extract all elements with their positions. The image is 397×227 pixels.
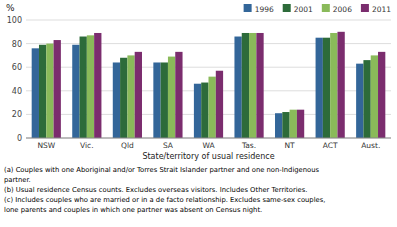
bar <box>216 71 223 138</box>
legend-item: 1996 <box>244 4 274 14</box>
y-tick-label: 100 <box>7 16 22 25</box>
x-axis-line <box>26 138 391 139</box>
x-tick-label: NT <box>285 141 296 150</box>
bar <box>54 40 61 138</box>
bar <box>363 60 370 138</box>
bar <box>161 62 168 138</box>
bar <box>32 48 39 138</box>
bar <box>337 32 344 138</box>
legend-item: 2011 <box>361 4 391 14</box>
bar <box>194 84 201 138</box>
bar <box>316 38 323 138</box>
bar <box>135 52 142 138</box>
bar <box>80 37 87 138</box>
legend-swatch <box>361 4 369 12</box>
bar <box>371 55 378 138</box>
bar <box>113 62 120 138</box>
bar <box>168 57 175 138</box>
bar <box>323 38 330 138</box>
legend-swatch <box>322 4 330 12</box>
legend-label: 2006 <box>333 5 352 14</box>
x-tick-label: ACT <box>323 141 338 150</box>
x-tick-label: NSW <box>37 141 55 150</box>
footnote: (c) Includes couples who are married or … <box>4 196 325 204</box>
bar <box>234 37 241 138</box>
bar <box>87 35 94 138</box>
bar <box>175 52 182 138</box>
y-axis-label: % <box>6 3 15 13</box>
bar <box>282 112 289 138</box>
bar <box>242 33 249 138</box>
bar <box>94 33 101 138</box>
y-tick-label: 0 <box>17 134 22 143</box>
x-tick-label: SA <box>163 141 174 150</box>
bar <box>356 64 363 138</box>
x-tick-label: Tas. <box>241 141 256 150</box>
legend-item: 2001 <box>283 4 313 14</box>
bar <box>378 52 385 138</box>
bars <box>32 32 386 138</box>
y-tick-label: 80 <box>12 40 22 49</box>
bar <box>201 83 208 138</box>
footnote: (a) Couples with one Aboriginal and/or T… <box>4 166 320 174</box>
bar <box>330 33 337 138</box>
grid-line <box>26 20 391 21</box>
legend-label: 2011 <box>372 5 391 14</box>
legend-item: 2006 <box>322 4 352 14</box>
x-tick-label: Qld <box>121 141 134 150</box>
bar <box>209 77 216 138</box>
y-tick-label: 20 <box>12 110 22 119</box>
y-tick-label: 60 <box>12 63 22 72</box>
x-tick-label: Vic. <box>80 141 94 150</box>
footnote: partner. <box>4 176 31 184</box>
bar <box>39 45 46 138</box>
grid-line <box>26 138 391 139</box>
x-tick-label: WA <box>202 141 215 150</box>
chart: 0 20 40 60 80 100 NSW Vic. Qld SA WA Tas. NT ACT Aust.… <box>0 0 397 227</box>
bar <box>275 113 282 138</box>
legend-swatch <box>244 4 252 12</box>
footnote: (b) Usual residence Census counts. Exclu… <box>4 186 308 194</box>
bar <box>297 110 304 138</box>
footnote: lone parents and couples in which one pa… <box>4 206 262 214</box>
x-tick-label: Aust. <box>361 141 380 150</box>
legend-label: 1996 <box>255 5 274 14</box>
bar <box>72 45 79 138</box>
bar <box>120 58 127 138</box>
grid <box>26 20 391 138</box>
y-tick-label: 40 <box>12 87 22 96</box>
bar <box>290 110 297 138</box>
bar <box>127 55 134 138</box>
legend-swatch <box>283 4 291 12</box>
bar <box>153 62 160 138</box>
bar <box>46 44 53 138</box>
legend-label: 2001 <box>294 5 313 14</box>
bar <box>256 33 263 138</box>
legend: 1996 2001 2006 2011 <box>244 4 392 14</box>
bar <box>249 33 256 138</box>
x-axis-label: State/territory of usual residence <box>142 152 274 161</box>
